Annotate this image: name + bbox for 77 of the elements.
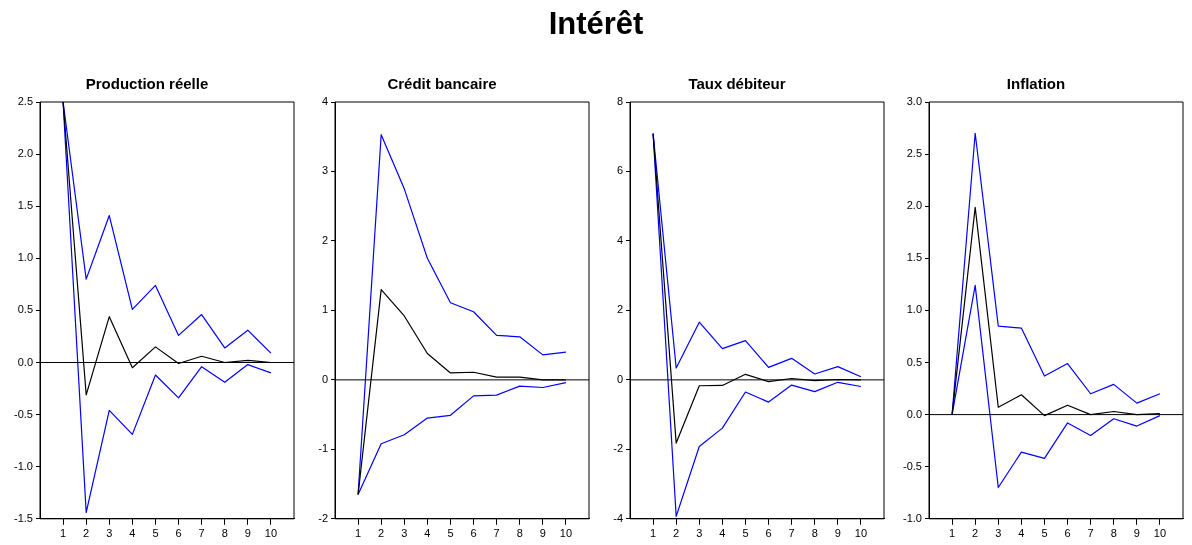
y-tick-label: -1 [318,442,328,455]
y-tick-label: 0.0 [906,407,922,420]
x-tick-label: 8 [221,527,228,540]
x-tick-label: 9 [1133,527,1140,540]
y-tick-label: -0.5 [14,407,33,420]
x-tick-label: 8 [811,527,818,540]
x-tick-label: 4 [424,527,431,540]
x-tick-label: 7 [1087,527,1094,540]
text: Intérêt [547,6,645,42]
x-tick-label: 6 [470,527,477,540]
x-tick-label: 1 [60,527,67,540]
y-tick-label: 1.0 [17,251,33,264]
x-tick-label: 1 [949,527,956,540]
y-tick-label: 2.5 [906,147,922,160]
x-tick-label: 8 [516,527,523,540]
y-tick-label: -4 [613,511,623,524]
x-tick-label: 5 [447,527,454,540]
x-tick-label: 2 [673,527,680,540]
x-tick-label: 5 [742,527,749,540]
y-tick-label: -2 [318,511,328,524]
y-tick-label: 2.0 [906,199,922,212]
x-tick-label: 3 [106,527,113,540]
x-tick-label: 4 [1018,527,1025,540]
y-tick-label: 4 [321,95,328,108]
x-tick-label: 5 [1041,527,1048,540]
y-tick-label: -1.0 [14,459,33,472]
y-tick-label: -1.5 [14,511,33,524]
x-tick-label: 1 [650,527,657,540]
x-tick-label: 6 [765,527,772,540]
y-tick-label: 0.5 [906,355,922,368]
y-tick-label: -1.0 [903,511,922,524]
x-tick-label: 7 [493,527,500,540]
x-tick-label: 10 [559,527,573,540]
y-tick-label: 0.0 [17,355,33,368]
x-tick-label: 3 [696,527,703,540]
x-tick-label: 9 [244,527,251,540]
x-tick-label: 6 [1064,527,1071,540]
x-tick-label: 2 [378,527,385,540]
x-tick-label: 3 [401,527,408,540]
x-tick-label: 3 [995,527,1002,540]
x-tick-label: 9 [539,527,546,540]
chart-title: Crédit bancaire [387,75,497,93]
y-tick-label: 0.5 [17,303,33,316]
x-tick-label: 7 [788,527,795,540]
chart-title: Taux débiteur [688,75,786,93]
y-tick-label: 4 [616,233,623,246]
x-tick-label: 8 [1110,527,1117,540]
chart-title: Production réelle [85,75,209,93]
y-tick-label: 8 [616,95,623,108]
y-tick-label: 2.5 [17,95,33,108]
y-tick-label: 1.5 [17,199,33,212]
x-tick-label: 4 [129,527,136,540]
y-tick-label: 6 [616,164,623,177]
x-tick-label: 9 [834,527,841,540]
y-tick-label: 1.0 [906,303,922,316]
y-tick-label: 0 [321,372,328,385]
x-tick-label: 4 [719,527,726,540]
y-tick-label: 3 [321,164,328,177]
y-tick-label: 1.5 [906,251,922,264]
y-tick-label: 2 [616,303,623,316]
y-tick-label: 0 [616,372,623,385]
x-tick-label: 7 [198,527,205,540]
x-tick-label: 10 [1153,527,1167,540]
x-tick-label: 5 [152,527,159,540]
x-tick-label: 6 [175,527,182,540]
x-tick-label: 10 [854,527,868,540]
y-tick-label: 2 [321,233,328,246]
y-tick-label: -0.5 [903,459,922,472]
y-tick-label: 2.0 [17,147,33,160]
y-tick-label: 1 [321,303,328,316]
y-tick-label: -2 [613,442,623,455]
chart-title: Inflation [1006,75,1066,93]
x-tick-label: 10 [264,527,278,540]
x-tick-label: 2 [972,527,979,540]
y-tick-label: 3.0 [906,95,922,108]
x-tick-label: 1 [355,527,362,540]
x-tick-label: 2 [83,527,90,540]
